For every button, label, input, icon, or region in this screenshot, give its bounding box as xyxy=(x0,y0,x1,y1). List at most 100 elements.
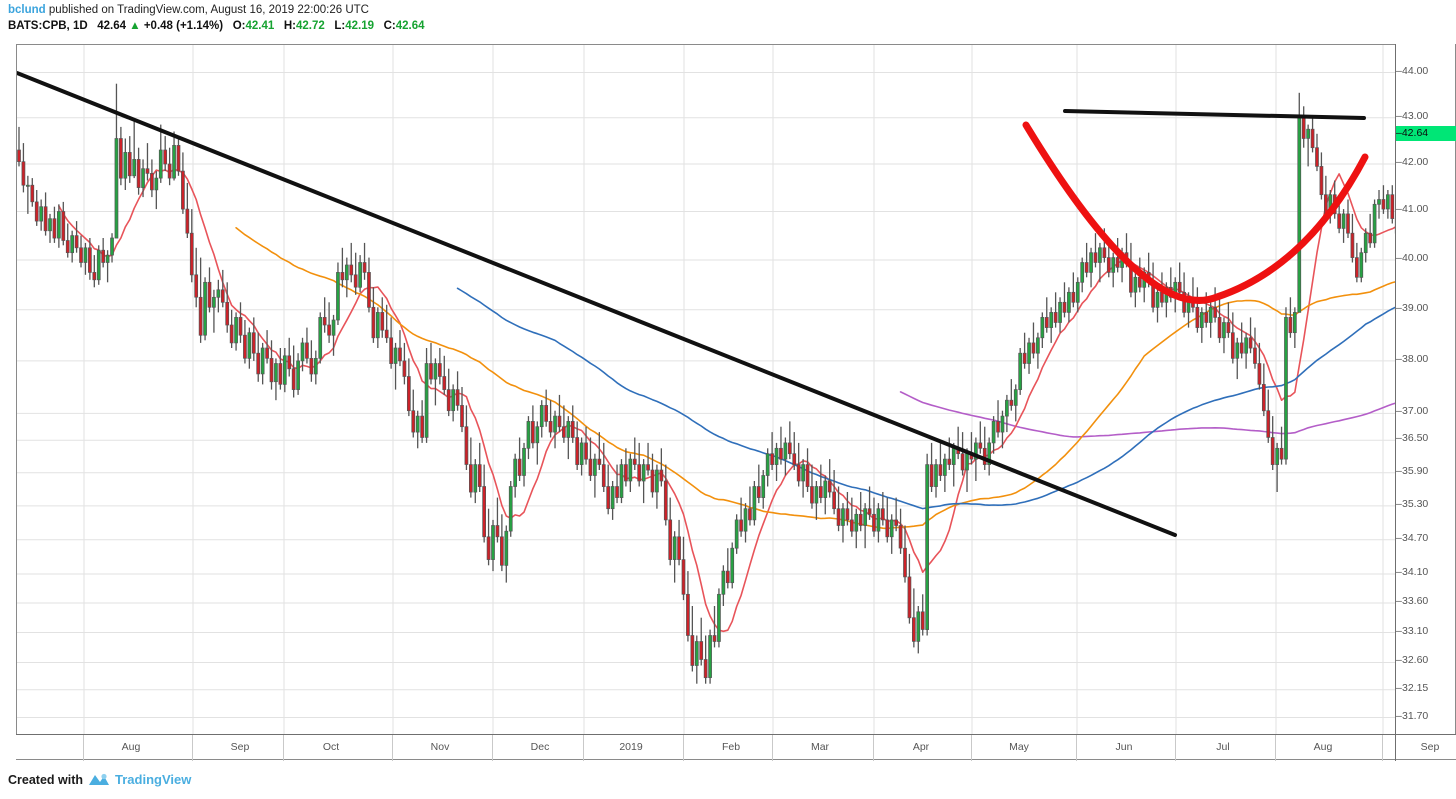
candle-body-down xyxy=(606,486,611,510)
price-tick-dash-icon: – xyxy=(1396,709,1402,722)
candle-body-up xyxy=(39,206,43,222)
candle-body-up xyxy=(154,177,159,191)
candle-body-up xyxy=(1000,415,1005,433)
candle-body-up xyxy=(841,508,845,526)
high-label: H: xyxy=(283,20,296,32)
candle-body-down xyxy=(74,235,79,249)
horizontal-resistance[interactable] xyxy=(1063,109,1366,120)
time-axis[interactable]: Aug Sep Oct Nov Dec 2019 Feb Mar Apr May Jun Jul Aug… xyxy=(16,734,1456,761)
candle-body-down xyxy=(1009,399,1014,406)
candle-body-down xyxy=(477,464,482,487)
candle-body-up xyxy=(123,152,128,179)
price-axis-tick-label: 36.50 xyxy=(1402,432,1429,445)
candle-body-up xyxy=(1222,322,1226,339)
price-axis-tick-label: 33.10 xyxy=(1402,624,1429,637)
time-axis-separator xyxy=(1076,735,1077,761)
price-axis-tick: –44.00 xyxy=(1396,65,1428,77)
candle-body-down xyxy=(1266,410,1271,438)
candle-body-up xyxy=(553,415,557,433)
candle-body-down xyxy=(1355,257,1359,278)
candle-body-down xyxy=(30,184,35,203)
candle-body-up xyxy=(1018,352,1023,390)
candle-body-down xyxy=(810,486,814,504)
candle-body-up xyxy=(313,358,318,375)
time-axis-right-separator xyxy=(1395,735,1396,761)
descending-trendline[interactable] xyxy=(17,71,1177,537)
candle-body-down xyxy=(495,525,500,538)
candle-body-down xyxy=(163,149,168,165)
candle-body-down xyxy=(446,389,451,412)
candle-body-down xyxy=(1319,166,1324,196)
candle-body-down xyxy=(225,301,230,326)
candle-body-down xyxy=(1279,447,1284,460)
annotations-group[interactable] xyxy=(17,71,1369,537)
candle-body-up xyxy=(1049,312,1054,328)
candle-body-up xyxy=(593,458,597,476)
author-name[interactable]: bclund xyxy=(8,4,46,16)
candle-body-down xyxy=(469,464,473,493)
candle-body-up xyxy=(393,347,398,364)
candle-body-down xyxy=(686,593,690,636)
candle-body-down xyxy=(411,410,416,433)
candle-body-down xyxy=(145,168,150,174)
candle-body-up xyxy=(48,218,52,232)
candle-body-up xyxy=(965,453,969,471)
tradingview-brand-label[interactable]: TradingView xyxy=(115,772,192,787)
chart-plot-area[interactable] xyxy=(16,44,1395,734)
candle-body-up xyxy=(1235,342,1240,359)
candle-body-down xyxy=(438,363,442,377)
candle-body-down xyxy=(907,576,912,619)
price-axis-tick: –37.00 xyxy=(1396,405,1428,417)
candle-body-up xyxy=(282,355,287,385)
price-tick-dash-icon: – xyxy=(1396,497,1402,510)
candle-body-down xyxy=(1204,312,1209,323)
candle-body-up xyxy=(203,281,207,336)
candle-body-down xyxy=(17,149,21,163)
last-price: 42.64 xyxy=(97,20,127,32)
candle-body-down xyxy=(548,421,553,433)
candle-body-down xyxy=(486,536,491,560)
time-axis-separator xyxy=(772,735,773,761)
candle-body-up xyxy=(823,480,828,498)
candle-body-down xyxy=(389,337,393,364)
candle-body-up xyxy=(641,464,646,482)
candle-body-down xyxy=(1270,437,1275,465)
candle-body-up xyxy=(57,211,61,239)
candle-body-down xyxy=(677,536,681,560)
candle-body-down xyxy=(243,334,247,359)
candle-body-up xyxy=(876,508,881,532)
candle-body-up xyxy=(974,442,978,460)
candle-body-down xyxy=(1346,213,1350,234)
candles-group xyxy=(17,83,1395,684)
candle-body-down xyxy=(1337,213,1341,229)
price-axis-tick: –32.60 xyxy=(1396,654,1428,666)
candle-body-down xyxy=(1301,115,1306,139)
time-axis-tick-label: Sep xyxy=(1420,741,1440,753)
candle-body-down xyxy=(624,464,628,482)
candle-body-up xyxy=(934,464,938,487)
candle-body-up xyxy=(358,262,362,288)
symbol-label[interactable]: BATS:CPB, 1D xyxy=(8,20,88,32)
candle-body-up xyxy=(943,458,947,476)
candle-body-up xyxy=(522,447,526,476)
candle-body-down xyxy=(836,508,841,526)
price-axis-tick-label: 34.70 xyxy=(1402,531,1429,544)
candle-body-down xyxy=(1390,194,1395,219)
candle-body-down xyxy=(615,486,619,498)
candle-body-down xyxy=(1084,262,1089,273)
candle-body-down xyxy=(597,458,602,465)
candle-body-down xyxy=(384,329,389,339)
cup-and-handle-arc[interactable] xyxy=(1022,121,1369,304)
candle-body-up xyxy=(863,508,867,526)
current-price-badge: –42.64 xyxy=(1396,125,1456,141)
price-axis-tick-label: 40.00 xyxy=(1402,252,1429,265)
price-axis[interactable]: –44.00 –43.00 –42.00 –41.00 –40.00 –39.00 –38.… xyxy=(1395,44,1456,734)
candle-body-down xyxy=(818,486,823,498)
time-axis-tick-label: Jun xyxy=(1115,741,1133,753)
candle-body-down xyxy=(770,453,774,465)
candle-body-down xyxy=(1022,352,1027,364)
price-axis-tick: –33.10 xyxy=(1396,625,1428,637)
price-tick-dash-icon: – xyxy=(1396,352,1402,365)
candle-body-down xyxy=(482,486,486,538)
candle-body-up xyxy=(535,426,540,444)
